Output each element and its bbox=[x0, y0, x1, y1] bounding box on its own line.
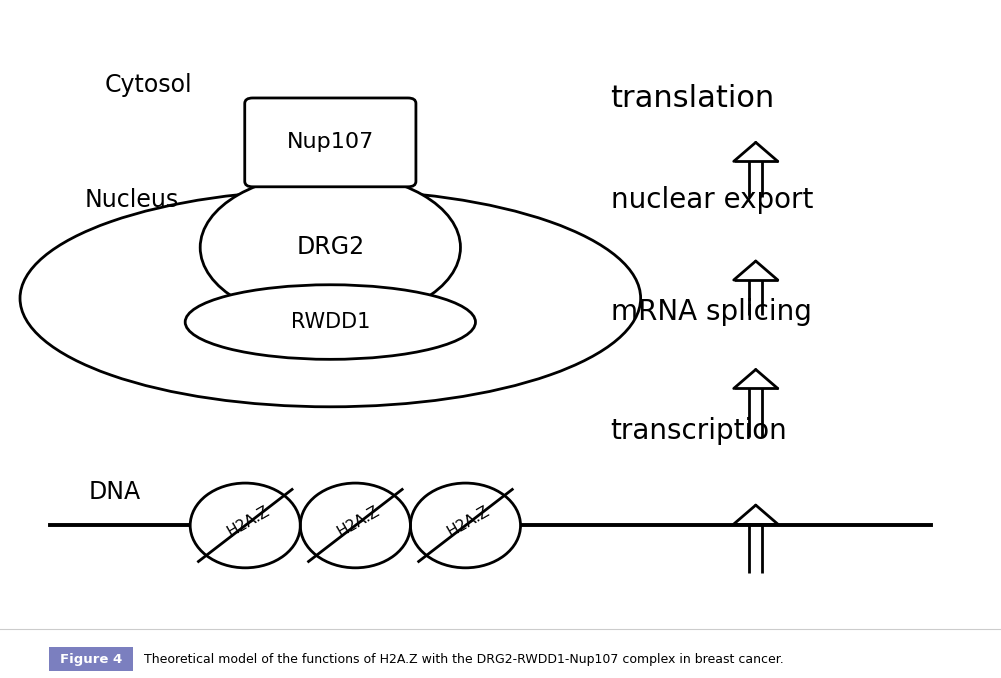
Text: DRG2: DRG2 bbox=[296, 235, 364, 260]
Text: transcription: transcription bbox=[611, 416, 788, 445]
Text: Figure 4: Figure 4 bbox=[60, 652, 122, 666]
Ellipse shape bbox=[300, 483, 410, 568]
Text: Nucleus: Nucleus bbox=[85, 188, 179, 212]
Text: nuclear export: nuclear export bbox=[611, 186, 813, 214]
Text: mRNA splicing: mRNA splicing bbox=[611, 298, 812, 326]
Ellipse shape bbox=[185, 285, 475, 359]
Ellipse shape bbox=[190, 483, 300, 568]
Text: Nup107: Nup107 bbox=[286, 132, 374, 153]
Text: Cytosol: Cytosol bbox=[105, 73, 193, 97]
Text: H2A.Z: H2A.Z bbox=[224, 503, 272, 540]
Text: DNA: DNA bbox=[89, 479, 141, 504]
FancyBboxPatch shape bbox=[49, 647, 133, 671]
Text: translation: translation bbox=[611, 84, 775, 113]
Ellipse shape bbox=[200, 173, 460, 322]
Text: RWDD1: RWDD1 bbox=[290, 312, 370, 332]
Ellipse shape bbox=[410, 483, 521, 568]
Text: Theoretical model of the functions of H2A.Z with the DRG2-RWDD1-Nup107 complex i: Theoretical model of the functions of H2… bbox=[144, 652, 784, 666]
Text: H2A.Z: H2A.Z bbox=[334, 503, 382, 540]
FancyBboxPatch shape bbox=[245, 98, 415, 186]
Text: H2A.Z: H2A.Z bbox=[444, 503, 492, 540]
